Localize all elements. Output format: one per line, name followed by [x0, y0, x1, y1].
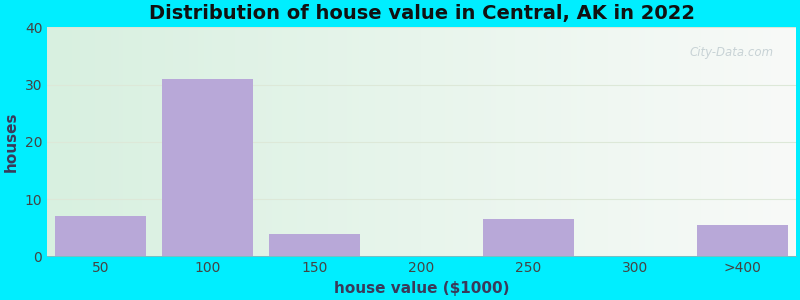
- Title: Distribution of house value in Central, AK in 2022: Distribution of house value in Central, …: [149, 4, 694, 23]
- Text: City-Data.com: City-Data.com: [690, 46, 774, 59]
- Bar: [269, 233, 360, 256]
- Bar: [55, 216, 146, 256]
- Y-axis label: houses: houses: [4, 112, 19, 172]
- Bar: [483, 219, 574, 256]
- Bar: [162, 79, 253, 256]
- X-axis label: house value ($1000): house value ($1000): [334, 281, 510, 296]
- Bar: [697, 225, 788, 256]
